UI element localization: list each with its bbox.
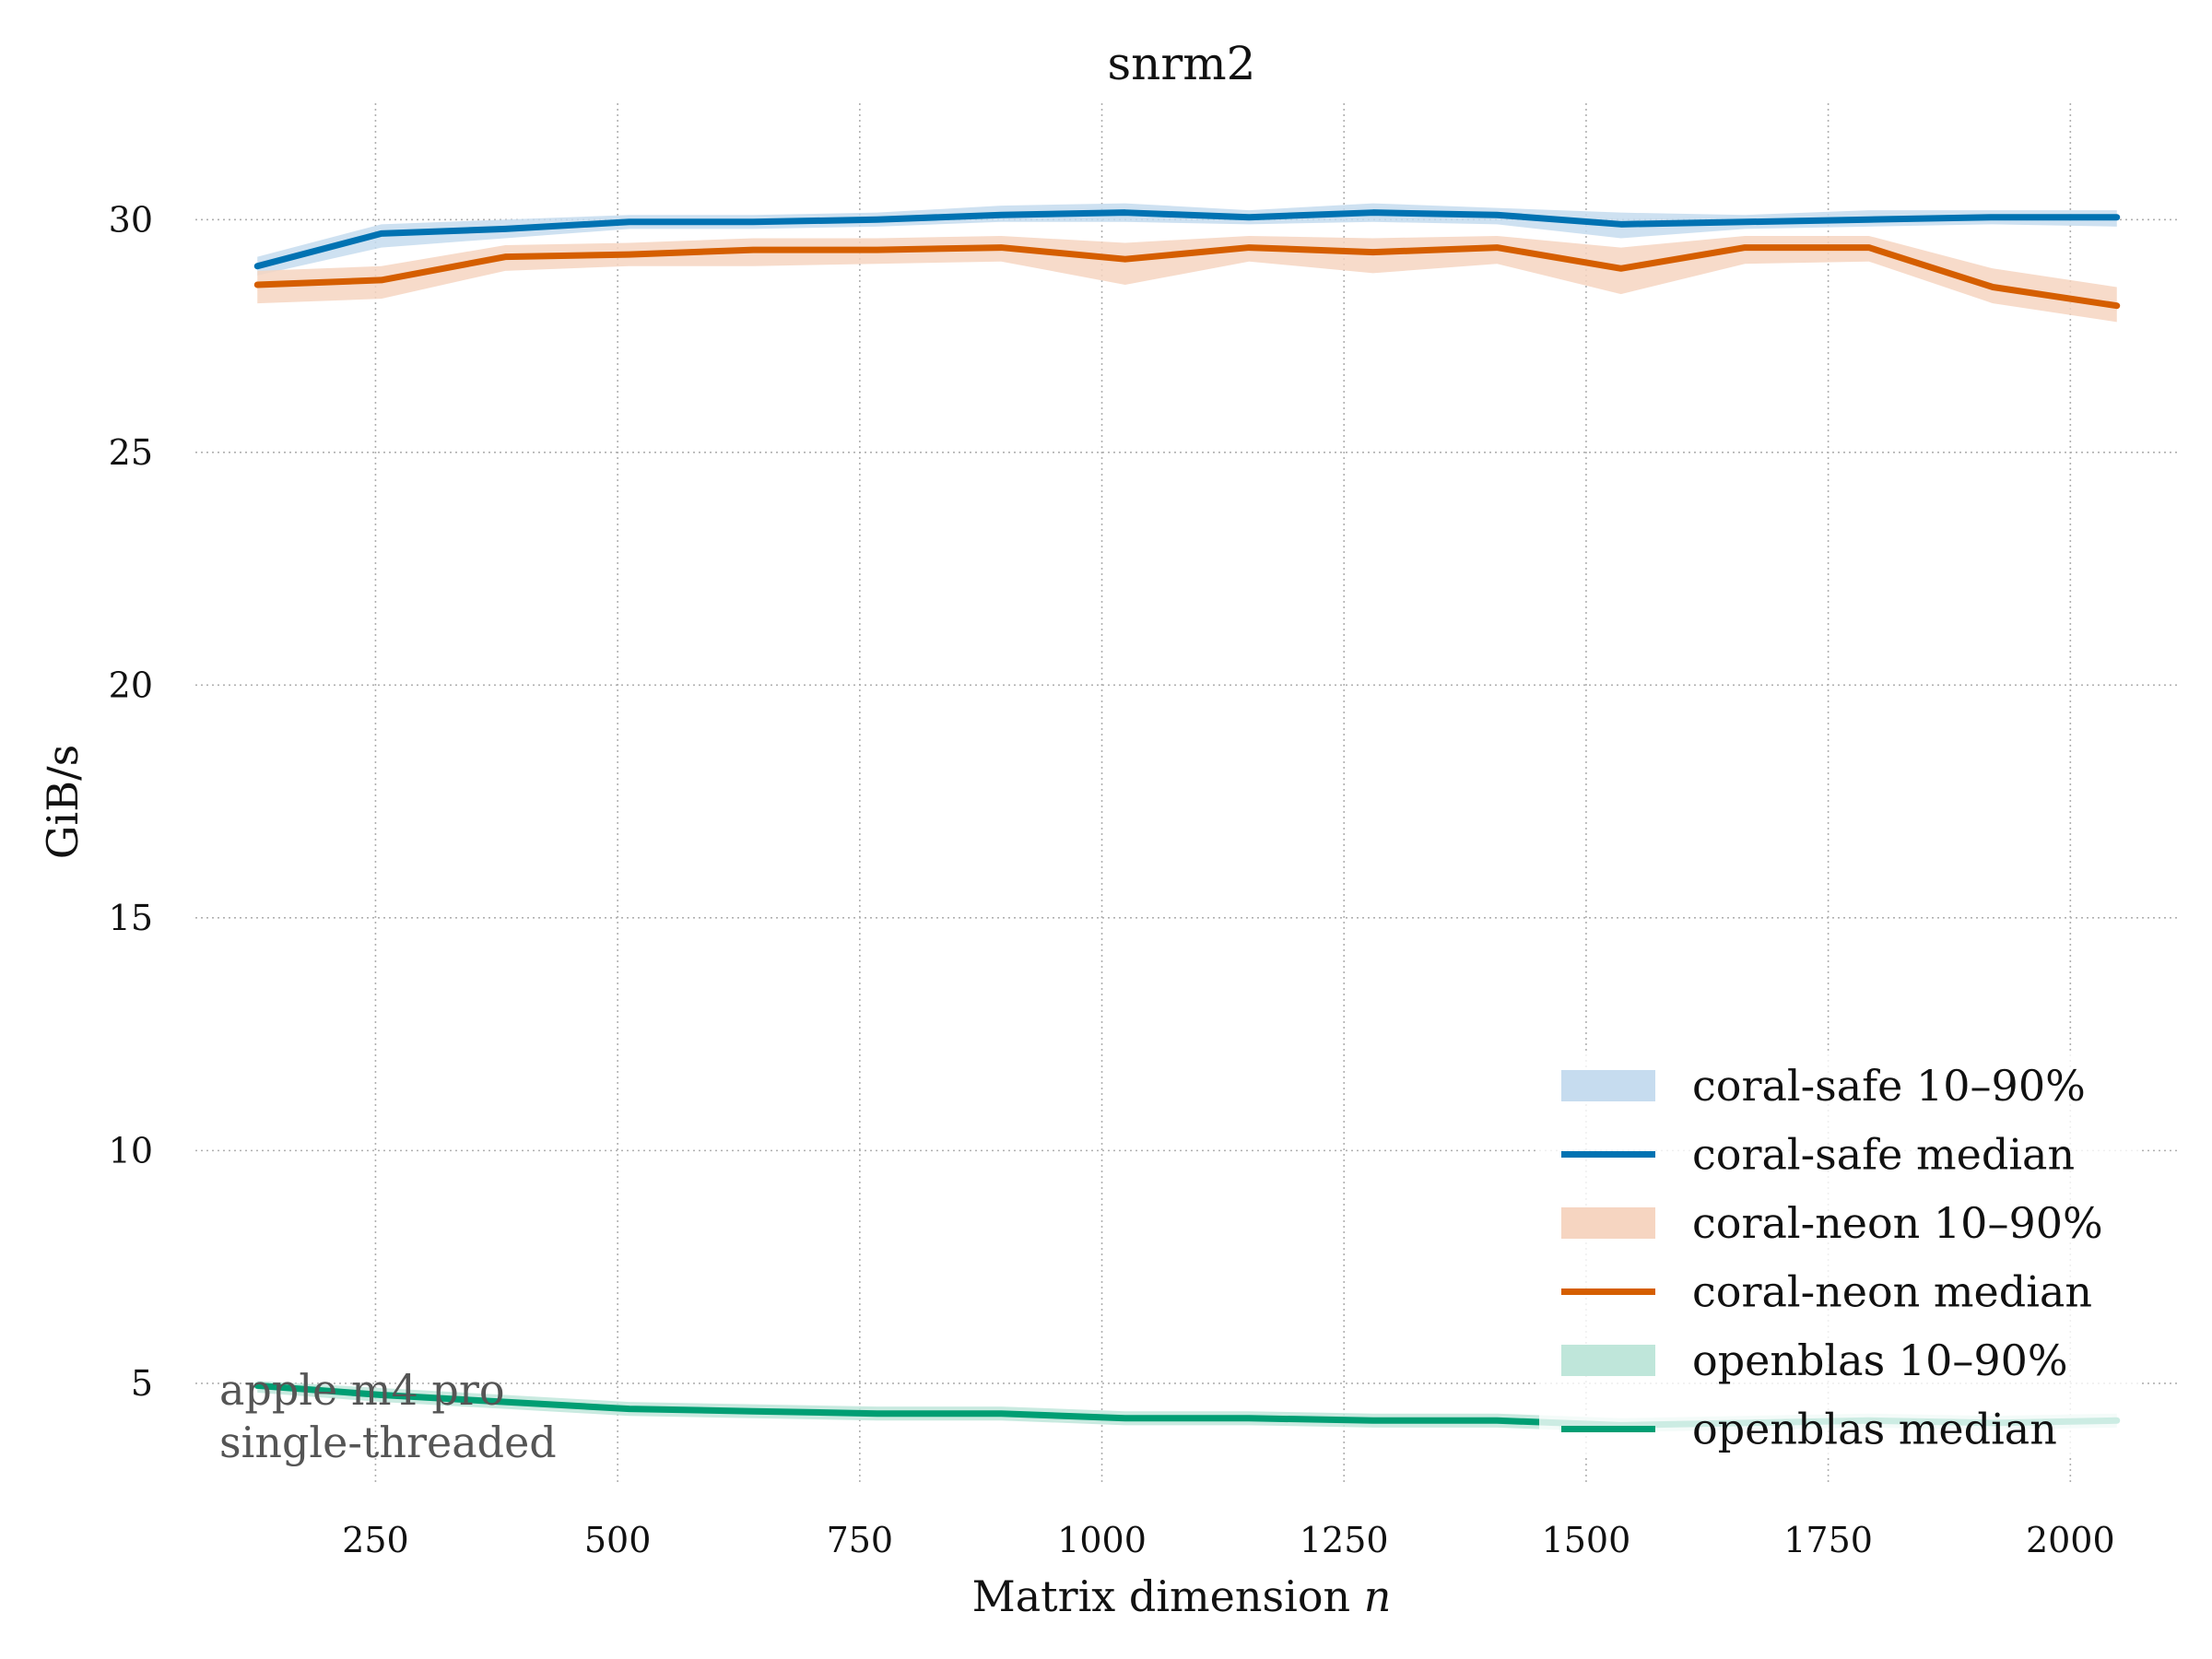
x-axis-label-text: Matrix dimension [972,1571,1351,1621]
legend-band-swatch [1561,1345,1655,1376]
x-tick-label: 1250 [1300,1520,1389,1560]
x-tick-label: 2000 [2026,1520,2115,1560]
legend: coral-safe 10–90% coral-safe median coral-… [1539,1051,2138,1456]
legend-band-swatch [1561,1070,1655,1101]
median-line [253,244,2121,310]
x-tick-label: 250 [342,1520,409,1560]
x-tick-label: 1000 [1057,1520,1147,1560]
x-tick-label: 1500 [1542,1520,1631,1560]
annotation-line-2: single-threaded [219,1418,557,1467]
legend-label: coral-neon 10–90% [1692,1198,2103,1248]
x-axis-label-variable: n [1364,1571,1392,1621]
legend-label: openblas 10–90% [1692,1335,2068,1385]
legend-band-swatch [1561,1207,1655,1239]
median-line [253,209,2121,270]
x-axis-label: Matrix dimension n [972,1571,1392,1621]
chart-title: snrm2 [1108,37,1256,90]
y-tick-label: 10 [109,1130,153,1171]
axis-ticks: 250 500 750 1000 1250 1500 1750 2000 5 10 15 20 25 30 [109,199,2115,1560]
hardware-annotation: apple m4 pro single-threaded [219,1365,557,1467]
annotation-line-1: apple m4 pro [219,1365,505,1415]
legend-label: coral-neon median [1692,1267,2092,1317]
y-tick-label: 15 [109,898,153,938]
y-tick-label: 25 [109,432,153,473]
legend-label: coral-safe median [1692,1130,2075,1180]
legend-label: openblas median [1692,1405,2057,1454]
x-tick-label: 1750 [1783,1520,1873,1560]
legend-background [1539,1051,2138,1456]
legend-label: coral-safe 10–90% [1692,1061,2086,1111]
y-tick-label: 30 [109,199,153,240]
y-tick-label: 20 [109,665,153,705]
y-axis-label: GiB/s [38,745,88,859]
x-tick-label: 750 [827,1520,894,1560]
x-tick-label: 500 [584,1520,652,1560]
y-tick-label: 5 [131,1363,153,1404]
percentile-band [257,235,2117,323]
